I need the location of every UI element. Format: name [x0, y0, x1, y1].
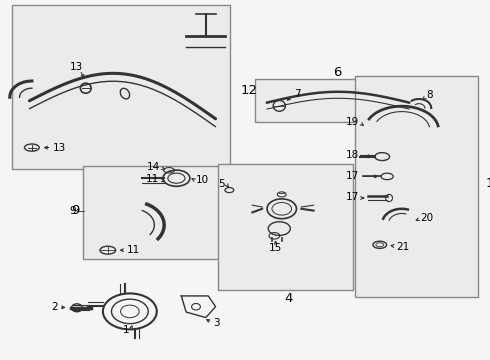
- Text: 2: 2: [51, 302, 58, 312]
- Text: 8: 8: [426, 90, 433, 100]
- Bar: [218, 164, 353, 290]
- Text: 14: 14: [147, 162, 160, 172]
- Bar: [83, 166, 230, 259]
- Text: 4: 4: [284, 292, 293, 305]
- Text: 1: 1: [123, 325, 130, 336]
- Text: 11: 11: [126, 245, 140, 255]
- Text: 12: 12: [240, 84, 257, 96]
- Text: 16: 16: [485, 177, 490, 190]
- Text: 7: 7: [294, 89, 301, 99]
- Text: 6: 6: [333, 66, 342, 78]
- Text: 17: 17: [346, 171, 359, 181]
- Text: 19: 19: [346, 117, 359, 127]
- Text: 9: 9: [71, 204, 79, 217]
- Bar: [255, 79, 463, 122]
- Text: 13: 13: [53, 143, 66, 153]
- Text: 5: 5: [218, 179, 224, 189]
- Text: 21: 21: [396, 242, 409, 252]
- Text: 17: 17: [346, 192, 359, 202]
- Text: 15: 15: [269, 243, 283, 253]
- Text: 3: 3: [213, 318, 220, 328]
- Text: 10: 10: [196, 175, 209, 185]
- Text: 13: 13: [69, 62, 83, 72]
- Text: 20: 20: [420, 213, 434, 223]
- Bar: [12, 5, 230, 169]
- Text: 9: 9: [69, 206, 76, 216]
- Text: 11: 11: [146, 174, 159, 184]
- Bar: [355, 76, 478, 297]
- Text: 18: 18: [346, 150, 359, 160]
